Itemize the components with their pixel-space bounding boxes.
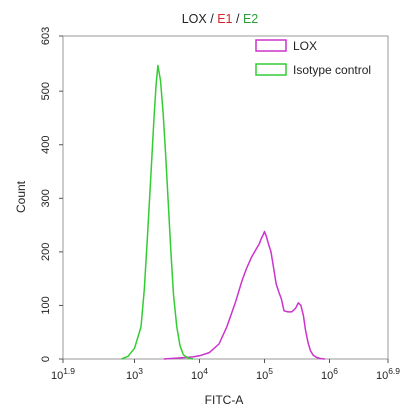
- series-line-lox: [163, 230, 325, 360]
- x-tick-label: 105: [256, 366, 273, 382]
- chart-title: LOX / E1 / E2: [182, 12, 259, 26]
- title-e2: E2: [243, 12, 258, 26]
- axis-ticks: 0 100 200 300 400 500 603 101.9 103 104 105 106 106.…: [40, 27, 400, 382]
- title-e1: E1: [217, 12, 232, 26]
- y-tick-label: 500: [40, 82, 52, 100]
- x-tick-label: 106: [321, 366, 338, 382]
- y-tick-label: 100: [40, 296, 52, 314]
- title-lox: LOX: [182, 12, 208, 26]
- series-line-isotype-control: [121, 64, 194, 360]
- plot-area: [62, 35, 389, 360]
- x-tick-label: 103: [126, 366, 143, 382]
- legend-swatch-isotype: [255, 63, 287, 76]
- x-tick-label: 104: [191, 366, 208, 382]
- title-slash-2: /: [236, 12, 240, 26]
- x-tick-label: 106.9: [376, 366, 400, 382]
- legend: LOX Isotype control: [255, 39, 371, 77]
- title-slash-1: /: [210, 12, 214, 26]
- legend-label-lox: LOX: [293, 39, 317, 53]
- legend-swatch-lox: [255, 39, 287, 52]
- y-tick-label: 0: [40, 356, 52, 362]
- y-tick-label: 400: [40, 136, 52, 154]
- y-tick-label: 603: [40, 27, 52, 45]
- legend-label-isotype: Isotype control: [293, 63, 371, 77]
- y-tick-label: 300: [40, 189, 52, 207]
- data-series: [121, 64, 325, 360]
- x-tick-label: 101.9: [51, 366, 75, 382]
- y-axis-label: Count: [14, 180, 28, 213]
- x-axis-label: FITC-A: [205, 393, 244, 407]
- y-tick-label: 200: [40, 243, 52, 261]
